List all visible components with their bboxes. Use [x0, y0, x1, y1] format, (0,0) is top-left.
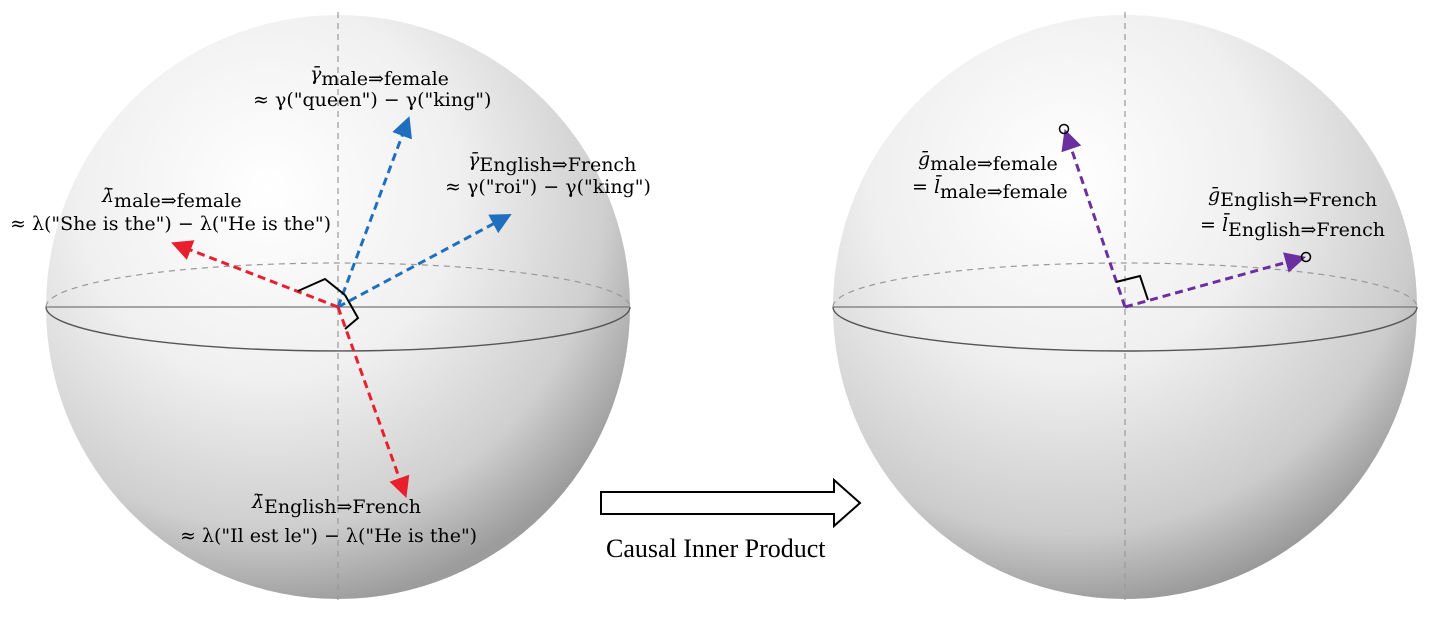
label-gamma-gender: γ̄male⇒female ≈ γ("queen") − γ("king") — [253, 63, 491, 111]
label-g-language: ḡEnglish⇒French = l̄English⇒French — [1200, 184, 1385, 241]
gamma-gender-approx: ≈ γ("queen") − γ("king") — [253, 89, 491, 111]
svg-text:ḡmale⇒female: ḡmale⇒female — [918, 148, 1058, 175]
gamma-gender-symbol: γ̄ — [310, 63, 322, 85]
lambda-gender-arrow — [171, 240, 339, 309]
right-angle-marker-side — [344, 294, 360, 330]
right-angle-marker-right — [1115, 274, 1149, 301]
g-gender-endpoint — [1058, 123, 1070, 135]
svg-text:= l̄English⇒French: = l̄English⇒French — [1200, 212, 1385, 241]
g-gender-subscript: male⇒female — [930, 153, 1058, 175]
g-gender-symbol: ḡ — [918, 148, 930, 170]
label-g-gender: ḡmale⇒female = l̄male⇒female — [912, 148, 1068, 203]
transform-caption: Causal Inner Product — [606, 534, 826, 563]
left-equator-front — [45, 306, 631, 352]
g-language-symbol: ḡ — [1208, 184, 1220, 206]
right-angle-marker-top — [297, 277, 346, 296]
label-gamma-language: γ̄English⇒French ≈ γ("roi") − γ("king") — [445, 149, 651, 198]
lambda-language-symbol: λ̄ — [251, 491, 264, 513]
lambda-language-approx: ≈ λ("Il est le") − λ("He is the") — [180, 525, 477, 547]
svg-text:= l̄male⇒female: = l̄male⇒female — [912, 174, 1068, 203]
transform-arrow — [600, 477, 862, 529]
hollow-arrow-icon — [600, 477, 862, 529]
label-lambda-gender: λ̄male⇒female ≈ λ("She is the") − λ("He … — [10, 185, 331, 235]
svg-text:ḡEnglish⇒French: ḡEnglish⇒French — [1208, 184, 1377, 211]
left-sphere — [45, 12, 631, 600]
g-language-subscript: English⇒French — [1220, 189, 1377, 211]
lambda-gender-symbol: λ̄ — [101, 185, 114, 207]
lambda-gender-approx: ≈ λ("She is the") − λ("He is the") — [10, 213, 331, 235]
g-language-endpoint — [1300, 251, 1312, 263]
g-gender-eq-subscript: male⇒female — [940, 181, 1068, 203]
g-gender-eq-symbol: = l̄ — [912, 174, 942, 198]
right-equator-front — [832, 306, 1418, 352]
g-language-arrow — [1124, 252, 1307, 309]
lambda-language-arrow — [336, 306, 410, 498]
left-equator-back — [45, 262, 631, 308]
label-lambda-language: λ̄English⇒French ≈ λ("Il est le") − λ("H… — [180, 491, 477, 547]
gamma-language-arrow — [337, 214, 512, 309]
svg-text:γ̄male⇒female: γ̄male⇒female — [310, 63, 449, 90]
gamma-gender-subscript: male⇒female — [321, 68, 449, 90]
right-sphere — [832, 12, 1418, 600]
gamma-gender-arrow — [336, 116, 412, 308]
lambda-gender-subscript: male⇒female — [114, 190, 242, 212]
gamma-language-approx: ≈ γ("roi") − γ("king") — [445, 176, 651, 198]
right-equator-back — [832, 262, 1418, 308]
gamma-language-subscript: English⇒French — [479, 154, 636, 176]
lambda-language-subscript: English⇒French — [264, 496, 421, 518]
svg-text:λ̄English⇒French: λ̄English⇒French — [251, 491, 421, 518]
g-language-eq-subscript: English⇒French — [1228, 219, 1385, 241]
gamma-language-symbol: γ̄ — [468, 149, 480, 171]
svg-text:λ̄male⇒female: λ̄male⇒female — [101, 185, 242, 212]
g-gender-arrow — [1061, 129, 1127, 308]
g-language-eq-symbol: = l̄ — [1200, 212, 1230, 236]
svg-text:γ̄English⇒French: γ̄English⇒French — [468, 149, 636, 176]
